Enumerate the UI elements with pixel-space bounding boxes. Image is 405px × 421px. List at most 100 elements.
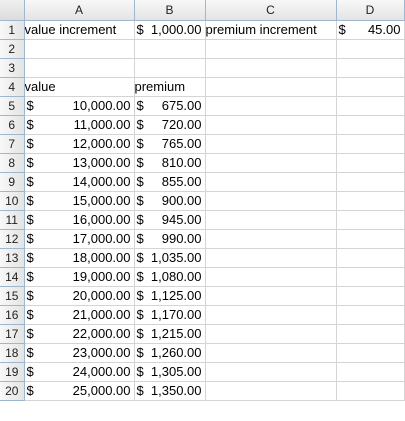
- empty-cell-c[interactable]: [204, 361, 337, 382]
- row-header[interactable]: 18: [0, 342, 25, 363]
- premium-cell[interactable]: $1,170.00: [133, 304, 206, 325]
- cell-a1[interactable]: value increment: [23, 19, 135, 40]
- row-header[interactable]: 20: [0, 380, 25, 401]
- cell-d3[interactable]: [335, 57, 405, 78]
- premium-cell[interactable]: $675.00: [133, 95, 206, 116]
- empty-cell-d[interactable]: [335, 152, 405, 173]
- row-header[interactable]: 15: [0, 285, 25, 306]
- row-header[interactable]: 5: [0, 95, 25, 116]
- empty-cell-d[interactable]: [335, 133, 405, 154]
- row-header[interactable]: 9: [0, 171, 25, 192]
- empty-cell-d[interactable]: [335, 247, 405, 268]
- cell-b4[interactable]: premium: [133, 76, 206, 97]
- cell-c4[interactable]: [204, 76, 337, 97]
- value-cell[interactable]: $15,000.00: [23, 190, 135, 211]
- row-header[interactable]: 14: [0, 266, 25, 287]
- column-header-b[interactable]: B: [133, 0, 206, 21]
- cell-d4[interactable]: [335, 76, 405, 97]
- empty-cell-c[interactable]: [204, 323, 337, 344]
- value-cell[interactable]: $10,000.00: [23, 95, 135, 116]
- row-header[interactable]: 4: [0, 76, 25, 97]
- premium-cell[interactable]: $1,305.00: [133, 361, 206, 382]
- premium-cell[interactable]: $810.00: [133, 152, 206, 173]
- row-header[interactable]: 10: [0, 190, 25, 211]
- column-header-a[interactable]: A: [23, 0, 135, 21]
- cell-d2[interactable]: [335, 38, 405, 59]
- cell-c3[interactable]: [204, 57, 337, 78]
- empty-cell-d[interactable]: [335, 361, 405, 382]
- row-header[interactable]: 13: [0, 247, 25, 268]
- empty-cell-d[interactable]: [335, 304, 405, 325]
- empty-cell-c[interactable]: [204, 285, 337, 306]
- row-header[interactable]: 11: [0, 209, 25, 230]
- value-cell[interactable]: $18,000.00: [23, 247, 135, 268]
- cell-c2[interactable]: [204, 38, 337, 59]
- row-header[interactable]: 1: [0, 19, 25, 40]
- value-cell[interactable]: $19,000.00: [23, 266, 135, 287]
- empty-cell-d[interactable]: [335, 380, 405, 401]
- row-header[interactable]: 8: [0, 152, 25, 173]
- premium-cell[interactable]: $900.00: [133, 190, 206, 211]
- value-cell[interactable]: $17,000.00: [23, 228, 135, 249]
- cell-a3[interactable]: [23, 57, 135, 78]
- column-header-d[interactable]: D: [335, 0, 405, 21]
- premium-cell[interactable]: $1,080.00: [133, 266, 206, 287]
- empty-cell-d[interactable]: [335, 342, 405, 363]
- premium-cell[interactable]: $1,125.00: [133, 285, 206, 306]
- empty-cell-d[interactable]: [335, 285, 405, 306]
- value-cell[interactable]: $21,000.00: [23, 304, 135, 325]
- select-all-corner[interactable]: [0, 0, 25, 21]
- row-header[interactable]: 3: [0, 57, 25, 78]
- cell-c1[interactable]: premium increment: [204, 19, 337, 40]
- cell-a4[interactable]: value: [23, 76, 135, 97]
- row-header[interactable]: 7: [0, 133, 25, 154]
- empty-cell-c[interactable]: [204, 228, 337, 249]
- row-header[interactable]: 2: [0, 38, 25, 59]
- value-cell[interactable]: $12,000.00: [23, 133, 135, 154]
- cell-b1[interactable]: $1,000.00: [133, 19, 206, 40]
- premium-cell[interactable]: $1,035.00: [133, 247, 206, 268]
- value-cell[interactable]: $16,000.00: [23, 209, 135, 230]
- empty-cell-d[interactable]: [335, 228, 405, 249]
- empty-cell-c[interactable]: [204, 380, 337, 401]
- empty-cell-d[interactable]: [335, 209, 405, 230]
- value-cell[interactable]: $25,000.00: [23, 380, 135, 401]
- cell-d1[interactable]: $45.00: [335, 19, 405, 40]
- empty-cell-d[interactable]: [335, 190, 405, 211]
- premium-cell[interactable]: $765.00: [133, 133, 206, 154]
- empty-cell-d[interactable]: [335, 323, 405, 344]
- value-cell[interactable]: $14,000.00: [23, 171, 135, 192]
- empty-cell-d[interactable]: [335, 95, 405, 116]
- empty-cell-c[interactable]: [204, 95, 337, 116]
- row-header[interactable]: 12: [0, 228, 25, 249]
- value-cell[interactable]: $20,000.00: [23, 285, 135, 306]
- empty-cell-c[interactable]: [204, 114, 337, 135]
- premium-cell[interactable]: $1,215.00: [133, 323, 206, 344]
- empty-cell-c[interactable]: [204, 247, 337, 268]
- premium-cell[interactable]: $855.00: [133, 171, 206, 192]
- empty-cell-d[interactable]: [335, 114, 405, 135]
- premium-cell[interactable]: $945.00: [133, 209, 206, 230]
- cell-b3[interactable]: [133, 57, 206, 78]
- value-cell[interactable]: $23,000.00: [23, 342, 135, 363]
- row-header[interactable]: 16: [0, 304, 25, 325]
- row-header[interactable]: 17: [0, 323, 25, 344]
- cell-b2[interactable]: [133, 38, 206, 59]
- empty-cell-c[interactable]: [204, 304, 337, 325]
- empty-cell-c[interactable]: [204, 152, 337, 173]
- empty-cell-c[interactable]: [204, 133, 337, 154]
- value-cell[interactable]: $22,000.00: [23, 323, 135, 344]
- value-cell[interactable]: $11,000.00: [23, 114, 135, 135]
- empty-cell-c[interactable]: [204, 190, 337, 211]
- premium-cell[interactable]: $720.00: [133, 114, 206, 135]
- empty-cell-c[interactable]: [204, 342, 337, 363]
- value-cell[interactable]: $13,000.00: [23, 152, 135, 173]
- empty-cell-d[interactable]: [335, 171, 405, 192]
- empty-cell-c[interactable]: [204, 171, 337, 192]
- premium-cell[interactable]: $1,350.00: [133, 380, 206, 401]
- row-header[interactable]: 6: [0, 114, 25, 135]
- premium-cell[interactable]: $1,260.00: [133, 342, 206, 363]
- column-header-c[interactable]: C: [204, 0, 337, 21]
- empty-cell-c[interactable]: [204, 209, 337, 230]
- value-cell[interactable]: $24,000.00: [23, 361, 135, 382]
